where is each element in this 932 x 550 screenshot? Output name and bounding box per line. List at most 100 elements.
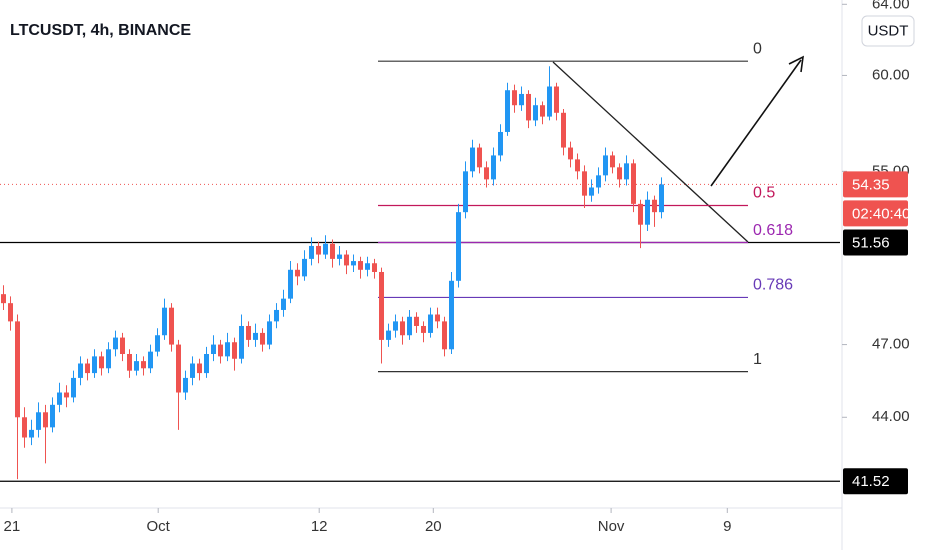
y-tick-label: 44.00 — [872, 408, 910, 425]
candle-body — [232, 342, 237, 359]
candle-body — [141, 361, 146, 369]
candle-body — [491, 155, 496, 180]
candle-body — [596, 175, 601, 188]
chart-title: LTCUSDT, 4h, BINANCE — [10, 22, 191, 39]
candle-body — [547, 86, 552, 117]
candle-body — [631, 163, 636, 204]
candle-body — [267, 321, 272, 345]
candle-body — [477, 147, 482, 168]
candle-body — [568, 147, 573, 160]
candle-body — [344, 254, 349, 266]
candle-body — [15, 321, 20, 418]
candle-body — [211, 344, 216, 355]
countdown-label: 02:40:40 — [852, 205, 910, 222]
quote-button[interactable] — [861, 15, 915, 47]
candle-body — [575, 159, 580, 172]
grid-layer — [0, 183, 840, 482]
candle-body — [428, 314, 433, 333]
candle-body — [246, 325, 251, 340]
candle-body — [554, 86, 559, 113]
y-tick-label: 64.00 — [872, 0, 910, 12]
candle-body — [617, 167, 622, 180]
trend-line — [552, 61, 749, 243]
candle-body — [302, 258, 307, 277]
candle-body — [120, 337, 125, 355]
candle-body — [645, 199, 650, 225]
y-tick-label: 47.00 — [872, 336, 910, 353]
candle-body — [505, 90, 510, 132]
candle-body — [435, 314, 440, 322]
candle-body — [603, 155, 608, 176]
candle-body — [379, 271, 384, 340]
candle-body — [470, 147, 475, 172]
candle-body — [190, 363, 195, 378]
candle-body — [148, 351, 153, 369]
fib-level-label: 0.618 — [753, 222, 793, 239]
candle-body — [463, 171, 468, 213]
candle-body — [351, 261, 356, 266]
candle-body — [337, 254, 342, 259]
candle-body — [29, 429, 34, 438]
candle-body — [330, 243, 335, 259]
arrow-head — [788, 55, 804, 73]
candle-body — [92, 356, 97, 374]
candle-body — [365, 263, 370, 270]
candle-body — [449, 280, 454, 350]
current-price-label: 54.35 — [852, 176, 890, 193]
candle-body — [589, 187, 594, 196]
candle-body — [309, 245, 314, 259]
x-tick-label: 9 — [723, 518, 731, 535]
candle-body — [372, 263, 377, 272]
candle-body — [456, 212, 461, 281]
candle-body — [638, 203, 643, 225]
level-price-label: 41.52 — [852, 473, 890, 490]
candle-body — [218, 344, 223, 357]
candle-body — [127, 354, 132, 371]
candle-body — [484, 167, 489, 180]
candle-body — [36, 412, 41, 430]
candle-body — [281, 298, 286, 310]
candle-body — [1, 294, 6, 304]
level-price-label: 51.56 — [852, 234, 890, 251]
candle-body — [64, 392, 69, 398]
candle-body — [225, 342, 230, 357]
candle-body — [253, 332, 258, 340]
candle-body — [323, 243, 328, 255]
quote-button-label[interactable]: USDT — [868, 22, 909, 39]
candle-body — [176, 344, 181, 393]
candle-body — [358, 261, 363, 270]
candle-body — [393, 321, 398, 331]
x-tick-label: Oct — [147, 518, 171, 535]
candle-body — [414, 316, 419, 326]
fib-level-label: 0 — [753, 40, 762, 57]
candle-body — [274, 309, 279, 322]
drawings: 0 0.5 0.618 0.786 1 — [378, 40, 804, 373]
candle-body — [197, 363, 202, 374]
candle-body — [316, 245, 321, 255]
candle-body — [260, 332, 265, 345]
candle-body — [512, 90, 517, 106]
candle-body — [43, 412, 48, 428]
x-tick-label: 20 — [425, 518, 442, 535]
candle-body — [78, 363, 83, 378]
candles — [1, 66, 664, 480]
candle-body — [113, 337, 118, 350]
candle-body — [561, 112, 566, 148]
candle-body — [610, 155, 615, 168]
candle-body — [533, 105, 538, 121]
x-tick-label: 21 — [4, 518, 21, 535]
countdown-box — [843, 200, 908, 227]
candle-body — [99, 356, 104, 369]
candle-body — [8, 303, 13, 322]
candle-body — [183, 377, 188, 393]
candle-body — [155, 335, 160, 352]
candle-body — [71, 377, 76, 398]
current-price-box — [843, 171, 908, 198]
candle-body — [22, 417, 27, 438]
candle-body — [540, 105, 545, 117]
candle-body — [498, 131, 503, 156]
candle-body — [162, 307, 167, 336]
